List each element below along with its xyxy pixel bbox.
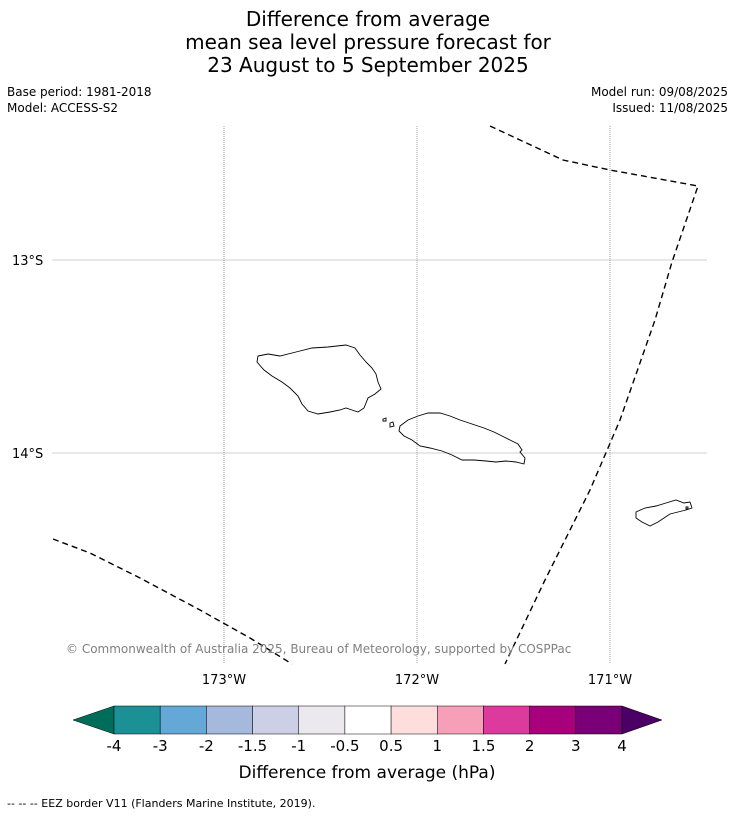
model-name: Model: ACCESS-S2 — [7, 101, 119, 115]
title-line-3: 23 August to 5 September 2025 — [207, 53, 529, 77]
colorbar-label: Difference from average (hPa) — [239, 763, 496, 783]
lat-label-14s: 14°S — [12, 447, 43, 462]
colorbar-tick-label: -2 — [199, 737, 214, 755]
colorbar: -4 -3 -2 -1.5 -1 -0.5 0.5 1 1.5 2 3 4 — [72, 705, 663, 755]
meridians — [223, 126, 611, 664]
lon-label-173w: 173°W — [202, 673, 246, 688]
apolima-island — [382, 417, 387, 422]
lon-label-171w: 171°W — [588, 673, 632, 688]
title-line-2: mean sea level pressure forecast for — [185, 30, 551, 54]
colorbar-tick-label: 1 — [432, 737, 442, 755]
meta-right: Model run: 09/08/2025 Issued: 11/08/2025 — [591, 84, 728, 116]
manono-island — [389, 421, 395, 428]
title-line-1: Difference from average — [245, 7, 491, 31]
colorbar-tick-label: -1 — [291, 737, 306, 755]
upolu-island — [398, 412, 526, 465]
colorbar-tick-label: 2 — [525, 737, 535, 755]
eez-border-southwest — [52, 538, 293, 665]
coastlines — [256, 344, 693, 527]
copyright-text: © Commonwealth of Australia 2025, Bureau… — [66, 642, 571, 656]
colorbar-box — [159, 705, 207, 735]
base-period: Base period: 1981-2018 — [7, 85, 152, 99]
colorbar-tick-label: -1.5 — [238, 737, 267, 755]
colorbar-tick-label: -0.5 — [330, 737, 359, 755]
colorbar-box — [483, 705, 530, 735]
colorbar-box — [298, 705, 346, 735]
meta-left: Base period: 1981-2018 Model: ACCESS-S2 — [7, 84, 152, 116]
chart-title: Difference from average mean sea level p… — [0, 8, 736, 77]
colorbar-box — [252, 705, 299, 735]
colorbar-tick-label: 3 — [571, 737, 581, 755]
eez-footnote: -- -- -- EEZ border V11 (Flanders Marine… — [7, 797, 316, 810]
tutuila-island — [635, 499, 693, 527]
eez-border — [52, 125, 699, 665]
colorbar-extend-low — [72, 705, 115, 735]
colorbar-box — [206, 705, 253, 735]
lon-label-172w: 172°W — [395, 673, 439, 688]
colorbar-tick-label: -3 — [153, 737, 168, 755]
colorbar-tick-label: 1.5 — [472, 737, 496, 755]
model-run: Model run: 09/08/2025 — [590, 85, 728, 99]
colorbar-box — [390, 705, 438, 735]
colorbar-extend-high — [621, 705, 663, 735]
issued-date: Issued: 11/08/2025 — [612, 101, 728, 115]
colorbar-tick-label: 0.5 — [379, 737, 403, 755]
graticule — [52, 259, 707, 454]
colorbar-box — [113, 705, 161, 735]
colorbar-box — [344, 705, 392, 735]
colorbar-tick-label: 4 — [617, 737, 627, 755]
colorbar-box — [529, 705, 577, 735]
colorbar-box — [575, 705, 623, 735]
lat-label-13s: 13°S — [12, 254, 43, 269]
colorbar-box — [437, 705, 484, 735]
savaii-island — [256, 344, 382, 415]
eez-border-north — [489, 125, 699, 665]
aunuu-island — [685, 506, 689, 510]
colorbar-tick-label: -4 — [107, 737, 122, 755]
